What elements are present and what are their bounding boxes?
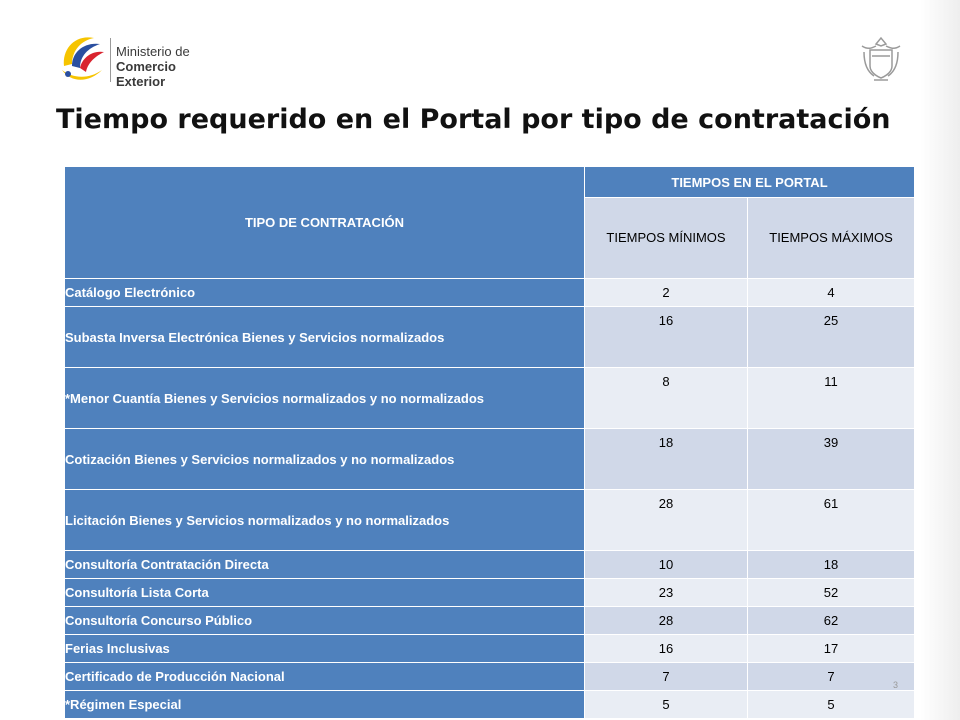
table-row: *Régimen Especial 5 5 [64, 690, 916, 719]
ministry-logo-icon [62, 37, 104, 80]
row-name: Consultoría Concurso Público [64, 606, 585, 635]
logo-divider [110, 38, 111, 82]
header-max-times: TIEMPOS MÁXIMOS [746, 197, 916, 279]
row-max: 17 [746, 634, 916, 663]
row-max: 39 [746, 428, 916, 490]
coat-of-arms-icon [861, 36, 901, 81]
row-max: 18 [746, 550, 916, 579]
ministry-logo: Ministerio de Comercio Exterior [58, 30, 228, 89]
table-row: Ferias Inclusivas 16 17 [64, 634, 916, 663]
row-max: 5 [746, 690, 916, 719]
row-min: 10 [584, 550, 748, 579]
table-row: Catálogo Electrónico 2 4 [64, 278, 916, 307]
row-name: Consultoría Contratación Directa [64, 550, 585, 579]
row-max: 61 [746, 489, 916, 551]
row-name: Licitación Bienes y Servicios normalizad… [64, 489, 585, 551]
row-max: 7 [746, 662, 916, 691]
table-row: Consultoría Concurso Público 28 62 [64, 606, 916, 635]
row-name: Cotización Bienes y Servicios normalizad… [64, 428, 585, 490]
row-name: Subasta Inversa Electrónica Bienes y Ser… [64, 306, 585, 368]
header-contract-type: TIPO DE CONTRATACIÓN [64, 166, 585, 279]
row-max: 4 [746, 278, 916, 307]
page-title: Tiempo requerido en el Portal por tipo d… [56, 104, 891, 135]
table-row: Consultoría Contratación Directa 10 18 [64, 550, 916, 579]
row-max: 11 [746, 367, 916, 429]
row-min: 5 [584, 690, 748, 719]
table-row: *Menor Cuantía Bienes y Servicios normal… [64, 367, 916, 429]
table-row: Licitación Bienes y Servicios normalizad… [64, 489, 916, 551]
row-min: 7 [584, 662, 748, 691]
logo-line-1: Ministerio de [116, 44, 190, 59]
row-min: 23 [584, 578, 748, 607]
header-portal-times: TIEMPOS EN EL PORTAL [583, 166, 916, 198]
row-name: Certificado de Producción Nacional [64, 662, 585, 691]
row-min: 28 [584, 489, 748, 551]
row-name: Catálogo Electrónico [64, 278, 585, 307]
table-row: Subasta Inversa Electrónica Bienes y Ser… [64, 306, 916, 368]
page-number: 3 [893, 680, 899, 690]
contract-times-table: TIPO DE CONTRATACIÓN TIEMPOS EN EL PORTA… [64, 166, 916, 719]
row-min: 16 [584, 306, 748, 368]
row-max: 62 [746, 606, 916, 635]
row-min: 18 [584, 428, 748, 490]
row-min: 2 [584, 278, 748, 307]
row-min: 16 [584, 634, 748, 663]
row-max: 52 [746, 578, 916, 607]
row-name: Ferias Inclusivas [64, 634, 585, 663]
row-name: *Menor Cuantía Bienes y Servicios normal… [64, 367, 585, 429]
row-min: 28 [584, 606, 748, 635]
logo-line-2: Comercio Exterior [116, 59, 176, 89]
right-edge-band [920, 0, 960, 720]
row-name: Consultoría Lista Corta [64, 578, 585, 607]
logo-text: Ministerio de Comercio Exterior [116, 44, 228, 89]
table-row: Consultoría Lista Corta 23 52 [64, 578, 916, 607]
table-row: Cotización Bienes y Servicios normalizad… [64, 428, 916, 490]
table-row: Certificado de Producción Nacional 7 7 [64, 662, 916, 691]
header-min-times: TIEMPOS MÍNIMOS [584, 197, 748, 279]
row-min: 8 [584, 367, 748, 429]
row-max: 25 [746, 306, 916, 368]
row-name: *Régimen Especial [64, 690, 585, 719]
